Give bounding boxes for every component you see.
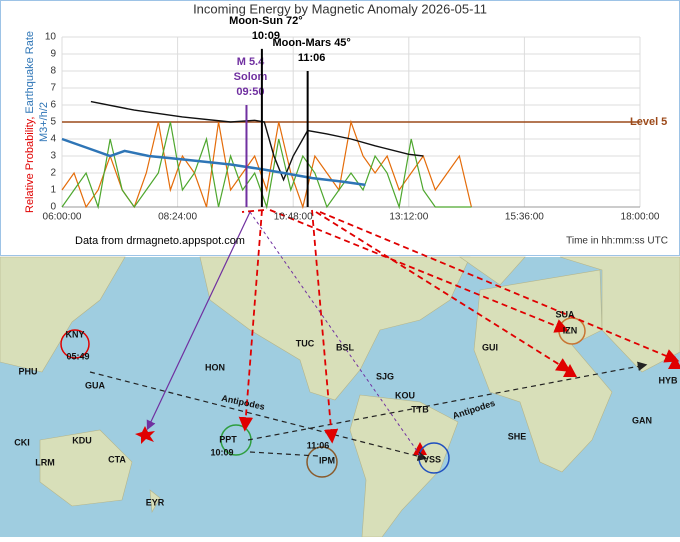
map-label: TTB bbox=[411, 404, 429, 414]
y-tick-label: 3 bbox=[50, 151, 56, 162]
y-tick-label: 1 bbox=[50, 185, 56, 196]
y-axis-label: Relative Probability, Earthquake Rate bbox=[24, 31, 36, 213]
map-label: GUA bbox=[85, 380, 106, 390]
map-label: HYB bbox=[658, 375, 678, 385]
x-tick-label: 18:00:00 bbox=[621, 212, 660, 223]
y-tick-label: 9 bbox=[50, 49, 56, 60]
y-tick-label: 4 bbox=[50, 134, 56, 145]
x-tick-label: 08:24:00 bbox=[158, 212, 197, 223]
map-label: LRM bbox=[35, 457, 55, 467]
chart-title: Incoming Energy by Magnetic Anomaly 2026… bbox=[193, 1, 487, 16]
y-tick-label: 0 bbox=[50, 202, 56, 213]
x-tick-label: 10:48:00 bbox=[274, 212, 313, 223]
y-tick-label: 7 bbox=[50, 83, 56, 94]
level-label: Level 5 bbox=[630, 116, 667, 128]
marker-label: 10:09 bbox=[252, 30, 280, 42]
chart: Incoming Energy by Magnetic Anomaly 2026… bbox=[24, 1, 668, 246]
marker-label: M 5.4 bbox=[237, 56, 265, 68]
map-label: KDU bbox=[72, 435, 92, 445]
map-label: 10:09 bbox=[210, 447, 233, 457]
map-label: SUA bbox=[555, 309, 575, 319]
link-arrows bbox=[238, 209, 680, 444]
x-axis-label: Time in hh:mm:ss UTC bbox=[566, 236, 668, 247]
quake-link bbox=[146, 211, 251, 431]
map-label: CKI bbox=[14, 437, 30, 447]
map-label: CTA bbox=[108, 454, 126, 464]
y-axis-unit: M3+/h/2 bbox=[38, 102, 50, 142]
map-label: KOU bbox=[395, 390, 415, 400]
x-tick-label: 13:12:00 bbox=[389, 212, 428, 223]
map-label: 11:06 bbox=[307, 440, 330, 450]
map-label: GAN bbox=[632, 415, 652, 425]
map-label: 05:49 bbox=[66, 351, 89, 361]
marker-label: 09:50 bbox=[236, 86, 264, 98]
map-label: IPM bbox=[319, 455, 335, 465]
antipode-lines bbox=[89, 361, 648, 461]
map-label: VSS bbox=[423, 454, 441, 464]
map-label: PPT bbox=[219, 434, 237, 444]
y-label-part: Relative Probability, bbox=[24, 114, 36, 213]
map-label: EYR bbox=[146, 497, 165, 507]
epicenter-star bbox=[135, 426, 155, 444]
y-tick-label: 6 bbox=[50, 100, 56, 111]
x-tick-label: 06:00:00 bbox=[43, 212, 82, 223]
map-label: TUC bbox=[296, 338, 315, 348]
map bbox=[0, 256, 680, 538]
y-tick-label: 2 bbox=[50, 168, 56, 179]
source-note: Data from drmagneto.appspot.com bbox=[75, 235, 245, 247]
marker-label: Moon-Mars 45° bbox=[272, 37, 350, 49]
series-line bbox=[61, 121, 472, 210]
map-label: HON bbox=[205, 362, 225, 372]
map-label: IZN bbox=[563, 325, 578, 335]
marker-label: Solom bbox=[234, 71, 268, 83]
marker-label: Moon-Sun 72° bbox=[229, 15, 302, 27]
y-label-part: Earthquake Rate bbox=[24, 31, 36, 114]
map-label: SHE bbox=[508, 431, 527, 441]
y-tick-label: 8 bbox=[50, 66, 56, 77]
map-label: KNY bbox=[65, 329, 84, 339]
map-label: BSL bbox=[336, 342, 355, 352]
y-tick-label: 10 bbox=[45, 32, 57, 43]
chart-frame bbox=[0, 0, 680, 256]
map-label: SJG bbox=[376, 371, 394, 381]
x-tick-label: 15:36:00 bbox=[505, 212, 544, 223]
y-tick-label: 5 bbox=[50, 117, 56, 128]
map-label: GUI bbox=[482, 342, 498, 352]
series-line bbox=[61, 137, 366, 187]
quake-antipode-link bbox=[249, 211, 423, 459]
map-label: PHU bbox=[18, 366, 37, 376]
marker-label: 11:06 bbox=[298, 52, 326, 64]
series-line bbox=[90, 100, 424, 182]
land bbox=[0, 256, 680, 538]
